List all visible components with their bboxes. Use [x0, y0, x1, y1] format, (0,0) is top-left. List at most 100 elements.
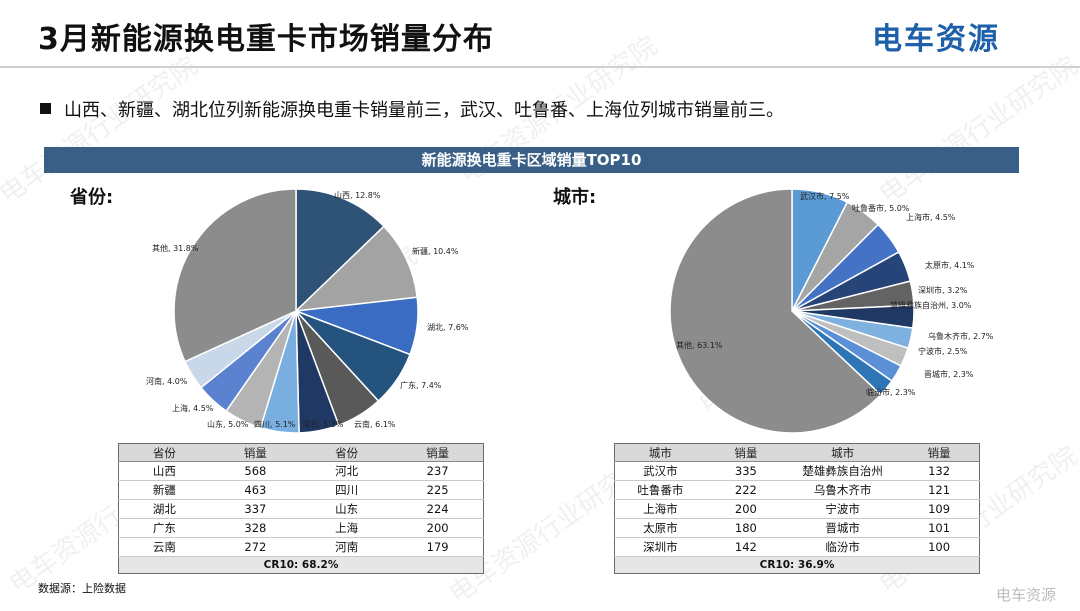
slice-label: 其他, 63.1% [676, 340, 723, 350]
slice-label: 山西, 12.8% [334, 190, 381, 200]
slice-label: 河北, 5.3% [302, 419, 344, 429]
data-source-note: 数据源：上险数据 [38, 582, 126, 595]
pie-slice [669, 188, 882, 434]
table-cell: 山东 [301, 499, 393, 519]
column-header: 省份 [118, 443, 210, 462]
table-cell: 200 [705, 499, 787, 519]
slice-label: 深圳市, 3.2% [918, 285, 968, 295]
table-cell: 224 [392, 499, 484, 519]
table-cell: 463 [209, 480, 301, 500]
table-row: 湖北 337 山东 224 [118, 499, 484, 519]
table-cell: 楚雄彝族自治州 [786, 461, 900, 481]
table-cell: 晋城市 [786, 518, 900, 538]
slice-label: 山东, 5.0% [207, 419, 249, 429]
table-cell: 湖北 [118, 499, 210, 519]
city-label: 城市: [553, 187, 597, 208]
slice-label: 上海市, 4.5% [906, 212, 956, 222]
table-cell: 101 [899, 518, 980, 538]
table-cell: 337 [209, 499, 301, 519]
table-cell: 乌鲁木齐市 [786, 480, 900, 500]
table-row: 云南 272 河南 179 [118, 537, 484, 557]
cr10-value: CR10: 68.2% [118, 556, 484, 574]
table-cell: 179 [392, 537, 484, 557]
slice-label: 吐鲁番市, 5.0% [852, 203, 910, 213]
table-header-row: 省份 销量 省份 销量 [118, 443, 484, 462]
table-row: 深圳市 142 临汾市 100 [614, 537, 980, 557]
page-title: 3月新能源换电重卡市场销量分布 [38, 22, 494, 57]
table-cell: 121 [899, 480, 980, 500]
slice-label: 广东, 7.4% [400, 380, 442, 390]
table-cell: 河南 [301, 537, 393, 557]
table-cell: 225 [392, 480, 484, 500]
slice-label: 晋城市, 2.3% [924, 369, 974, 379]
slice-label: 临汾市, 2.3% [866, 387, 916, 397]
table-cell: 上海市 [614, 499, 706, 519]
table-cell: 太原市 [614, 518, 706, 538]
table-cell: 新疆 [118, 480, 210, 500]
province-label: 省份: [70, 187, 114, 208]
column-header: 省份 [301, 443, 393, 462]
table-cell: 临汾市 [786, 537, 900, 557]
slice-label: 乌鲁木齐市, 2.7% [928, 331, 994, 341]
table-cell: 上海 [301, 518, 393, 538]
pie-slice [173, 188, 297, 363]
province-pie-chart: 山西, 12.8% 新疆, 10.4% 湖北, 7.6% 广东, 7.4% 云南, 6.… [146, 188, 469, 434]
bullet-square-icon [40, 103, 51, 114]
table-cell: 武汉市 [614, 461, 706, 481]
summary-text: 山西、新疆、湖北位列新能源换电重卡销量前三，武汉、吐鲁番、上海位列城市销量前三。 [64, 100, 784, 121]
slice-label: 上海, 4.5% [172, 403, 214, 413]
slice-label: 宁波市, 2.5% [918, 346, 968, 356]
table-cell: 宁波市 [786, 499, 900, 519]
slice-label: 楚雄彝族自治州, 3.0% [890, 300, 972, 310]
table-cell: 335 [705, 461, 787, 481]
header-divider [0, 66, 1080, 68]
column-header: 销量 [392, 443, 484, 462]
table-cell: 328 [209, 518, 301, 538]
table-row: 山西 568 河北 237 [118, 461, 484, 481]
column-header: 销量 [209, 443, 301, 462]
table-row: 武汉市 335 楚雄彝族自治州 132 [614, 461, 980, 481]
city-sales-table: 城市 销量 城市 销量 武汉市 335 楚雄彝族自治州 132 吐鲁番市 222 乌鲁木齐市… [614, 443, 980, 574]
column-header: 城市 [786, 443, 900, 462]
pie-slice [293, 225, 419, 312]
brand-logo: 电车资源 [872, 22, 1000, 57]
slice-label: 河南, 4.0% [146, 376, 188, 386]
table-row: 太原市 180 晋城市 101 [614, 518, 980, 538]
table-cell: 河北 [301, 461, 393, 481]
cr10-value: CR10: 36.9% [614, 556, 980, 574]
table-cell: 吐鲁番市 [614, 480, 706, 500]
table-cell: 云南 [118, 537, 210, 557]
slice-label: 湖北, 7.6% [427, 323, 469, 332]
table-cell: 山西 [118, 461, 210, 481]
cr10-row: CR10: 36.9% [614, 556, 980, 574]
column-header: 销量 [705, 443, 787, 462]
slice-label: 云南, 6.1% [354, 419, 396, 429]
slice-label: 四川, 5.1% [254, 420, 296, 429]
table-cell: 100 [899, 537, 980, 557]
table-row: 吐鲁番市 222 乌鲁木齐市 121 [614, 480, 980, 500]
table-cell: 200 [392, 518, 484, 538]
table-cell: 272 [209, 537, 301, 557]
table-cell: 222 [705, 480, 787, 500]
table-cell: 180 [705, 518, 787, 538]
pie-slice [295, 188, 385, 313]
table-cell: 109 [899, 499, 980, 519]
corner-watermark: 电车资源 [996, 586, 1057, 604]
slice-label: 新疆, 10.4% [412, 246, 459, 256]
slice-label: 太原市, 4.1% [925, 260, 975, 270]
table-row: 新疆 463 四川 225 [118, 480, 484, 500]
table-cell: 568 [209, 461, 301, 481]
province-sales-table: 省份 销量 省份 销量 山西 568 河北 237 新疆 463 四川 225 湖北 337 山东 2… [118, 443, 484, 574]
column-header: 城市 [614, 443, 706, 462]
table-header-row: 城市 销量 城市 销量 [614, 443, 980, 462]
city-pie-chart: 武汉市, 7.5%吐鲁番市, 5.0%上海市, 4.5% 太原市, 4.1% 深圳市… [669, 188, 994, 434]
section-banner: 新能源换电重卡区域销量TOP10 [44, 147, 1019, 173]
table-row: 上海市 200 宁波市 109 [614, 499, 980, 519]
slice-label: 其他, 31.8% [152, 243, 199, 253]
table-cell: 132 [899, 461, 980, 481]
table-row: 广东 328 上海 200 [118, 518, 484, 538]
table-cell: 深圳市 [614, 537, 706, 557]
cr10-row: CR10: 68.2% [118, 556, 484, 574]
slice-label: 武汉市, 7.5% [800, 191, 850, 201]
table-cell: 广东 [118, 518, 210, 538]
